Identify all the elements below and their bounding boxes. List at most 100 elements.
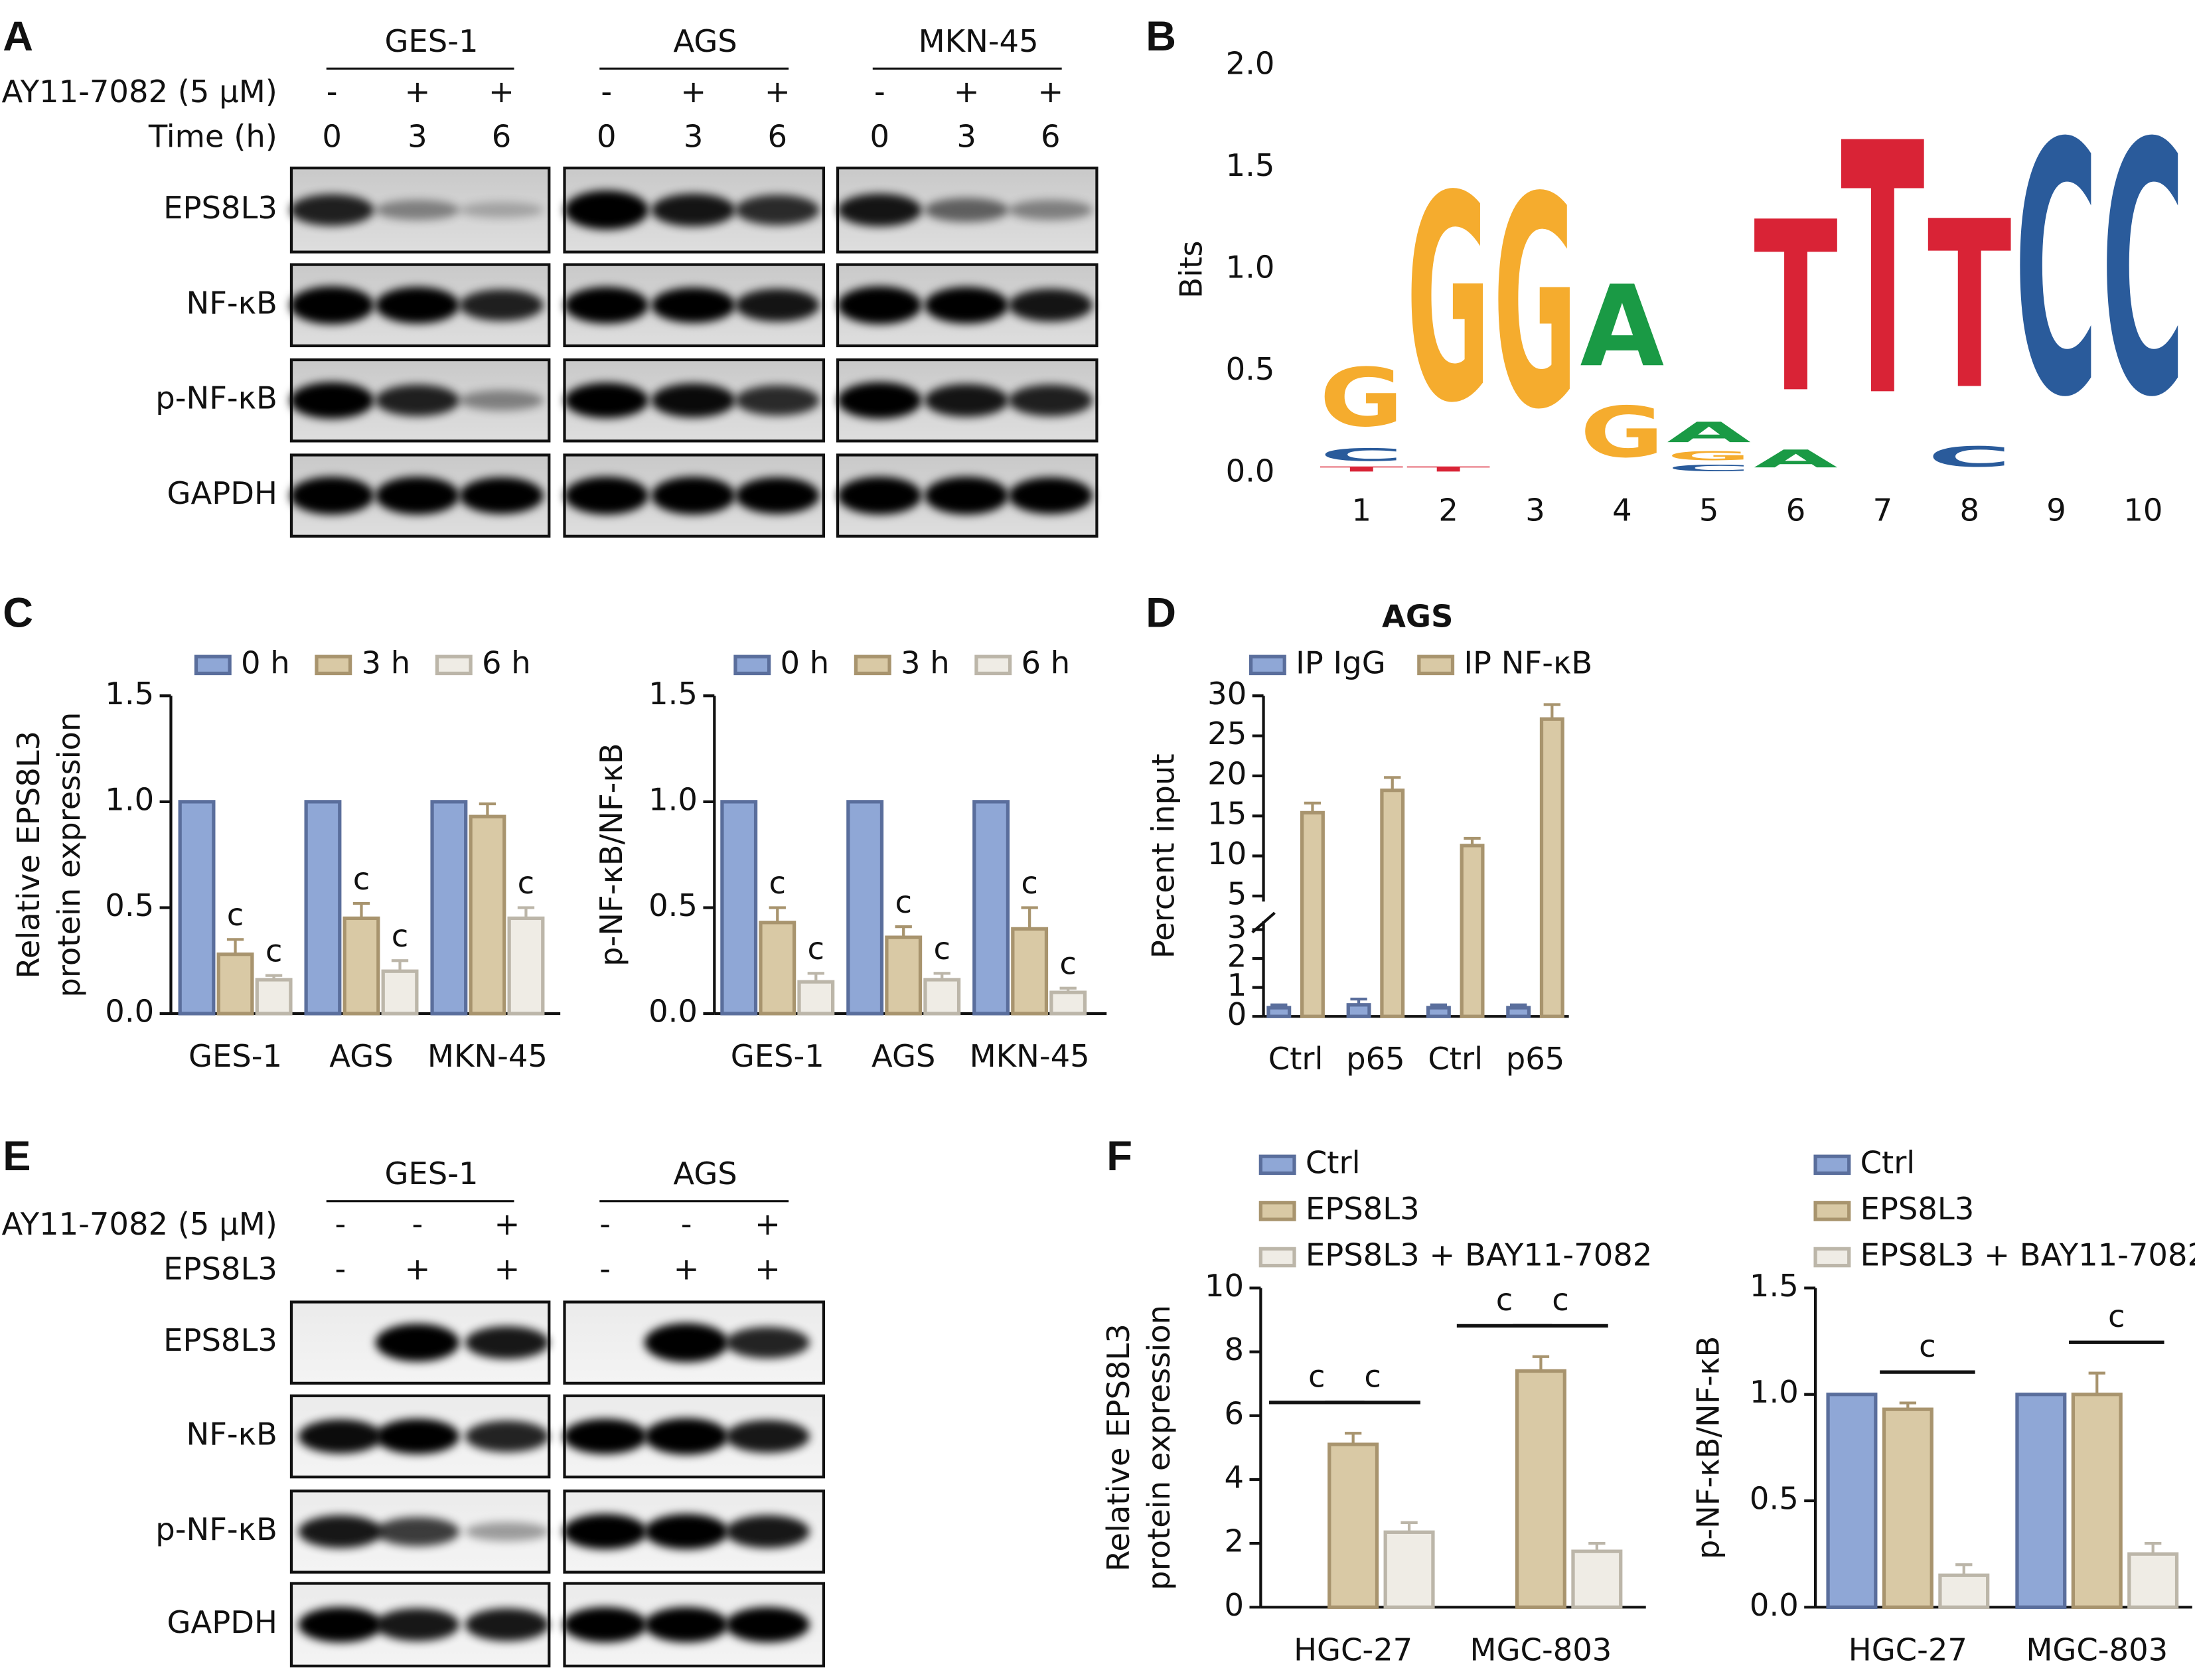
blot-band	[735, 385, 820, 416]
blot-band	[289, 194, 374, 226]
y-tick-label: 3	[1227, 909, 1247, 945]
y-axis-label: Bits	[1173, 240, 1209, 298]
legend-label: Ctrl	[1306, 1144, 1361, 1180]
blot-band	[298, 1419, 383, 1454]
group-label: GES-1	[384, 23, 478, 59]
legend-label: IP NF-κB	[1464, 645, 1592, 680]
x-tick-label: HGC-27	[1849, 1632, 1967, 1667]
panel-label: E	[3, 1133, 31, 1180]
legend-swatch	[854, 654, 891, 676]
panel-label: B	[1146, 13, 1176, 60]
bar	[1380, 788, 1405, 1018]
significance-label: c	[1308, 1358, 1325, 1394]
legend-swatch	[974, 654, 1012, 676]
blot-band	[838, 382, 922, 419]
condition-mark: +	[404, 1251, 430, 1287]
logo-letter: G	[1667, 449, 1751, 463]
condition-mark: +	[1037, 74, 1063, 110]
legend-swatch	[435, 654, 473, 676]
legend-label: EPS8L3	[1306, 1191, 1420, 1227]
bar	[759, 921, 796, 1016]
legend-label: 6 h	[1021, 645, 1070, 680]
bar	[923, 978, 961, 1016]
bar	[972, 800, 1010, 1016]
bar	[1460, 844, 1485, 1018]
blot-band	[465, 1326, 550, 1359]
error-bar	[265, 974, 283, 980]
logo-letter: T	[1406, 465, 1491, 473]
x-tick-label: GES-1	[731, 1038, 824, 1074]
error-bar	[1532, 1355, 1550, 1371]
blot-band	[644, 1323, 729, 1363]
condition-mark: 6	[492, 118, 512, 154]
x-tick-label: p65	[1506, 1041, 1565, 1077]
error-bar	[769, 906, 786, 923]
legend-swatch	[1249, 654, 1286, 676]
error-bar	[895, 925, 912, 938]
error-bar	[391, 959, 409, 972]
blot-band	[564, 190, 649, 230]
x-tick-label: p65	[1346, 1041, 1405, 1077]
bar	[1346, 1003, 1371, 1018]
y-tick-label: 25	[1207, 716, 1247, 751]
blot-band	[725, 1326, 810, 1359]
error-bar	[1899, 1401, 1917, 1410]
y-tick-label: 0.0	[105, 994, 154, 1030]
blot-band	[838, 193, 922, 227]
legend-swatch	[1813, 1201, 1851, 1221]
y-tick-label: 2	[1227, 939, 1247, 974]
legend-label: IP IgG	[1296, 645, 1386, 680]
group-label: GES-1	[384, 1156, 478, 1191]
error-bar	[352, 901, 370, 919]
blot-band	[459, 477, 544, 514]
x-tick-label: 4	[1612, 492, 1632, 528]
blot-band	[651, 477, 735, 515]
y-axis-label: protein expression	[51, 712, 87, 998]
protein-label: EPS8L3	[163, 190, 277, 226]
significance-label: c	[518, 865, 535, 901]
blot-band	[644, 1513, 729, 1550]
y-axis-label: protein expression	[1141, 1305, 1177, 1590]
error-bar	[2088, 1371, 2105, 1395]
error-bar	[1384, 776, 1401, 791]
error-bar	[1543, 703, 1560, 720]
bar	[1515, 1369, 1566, 1609]
logo-letter: G	[1493, 136, 1578, 473]
y-tick-label: 15	[1207, 796, 1247, 832]
bar	[304, 800, 342, 1016]
error-bar	[933, 972, 950, 980]
blot-band	[375, 200, 460, 220]
blot-band	[644, 1418, 729, 1455]
condition-mark: +	[954, 74, 980, 110]
x-tick-label: 2	[1438, 492, 1458, 528]
blot-band	[459, 390, 544, 411]
y-tick-label: 2.0	[1226, 46, 1275, 82]
y-tick-label: 6	[1224, 1395, 1244, 1431]
y-tick-label: 0	[1224, 1587, 1244, 1623]
y-tick-label: 1.5	[648, 676, 698, 712]
logo-letter: C	[2014, 70, 2099, 473]
logo-letter: C	[1928, 441, 2012, 473]
y-axis-label: p-NF-κB/NF-κB	[593, 743, 629, 966]
blot-band	[375, 1324, 460, 1362]
y-axis-label: Relative EPS8L3	[1100, 1324, 1136, 1571]
y-tick-label: 5	[1227, 876, 1247, 911]
condition-mark: +	[755, 1251, 781, 1287]
error-bar	[1955, 1563, 1973, 1576]
blot-band	[924, 384, 1009, 418]
blot-band	[289, 286, 374, 325]
y-tick-label: 4	[1224, 1459, 1244, 1495]
condition-mark: +	[489, 74, 514, 110]
bar	[1011, 927, 1049, 1016]
y-tick-label: 0	[1227, 996, 1247, 1032]
logo-letter: T	[1928, 171, 2012, 440]
blot-band	[465, 1522, 550, 1541]
condition-mark: +	[765, 74, 791, 110]
y-tick-label: 1.5	[1226, 147, 1275, 183]
blot-band	[465, 1420, 550, 1452]
y-axis-label: Relative EPS8L3	[11, 731, 46, 978]
x-tick-label: Ctrl	[1268, 1041, 1324, 1077]
legend-label: 0 h	[241, 645, 290, 680]
condition-label: BAY11-7082 (5 μM)	[0, 1206, 277, 1242]
significance-label: c	[392, 918, 409, 954]
